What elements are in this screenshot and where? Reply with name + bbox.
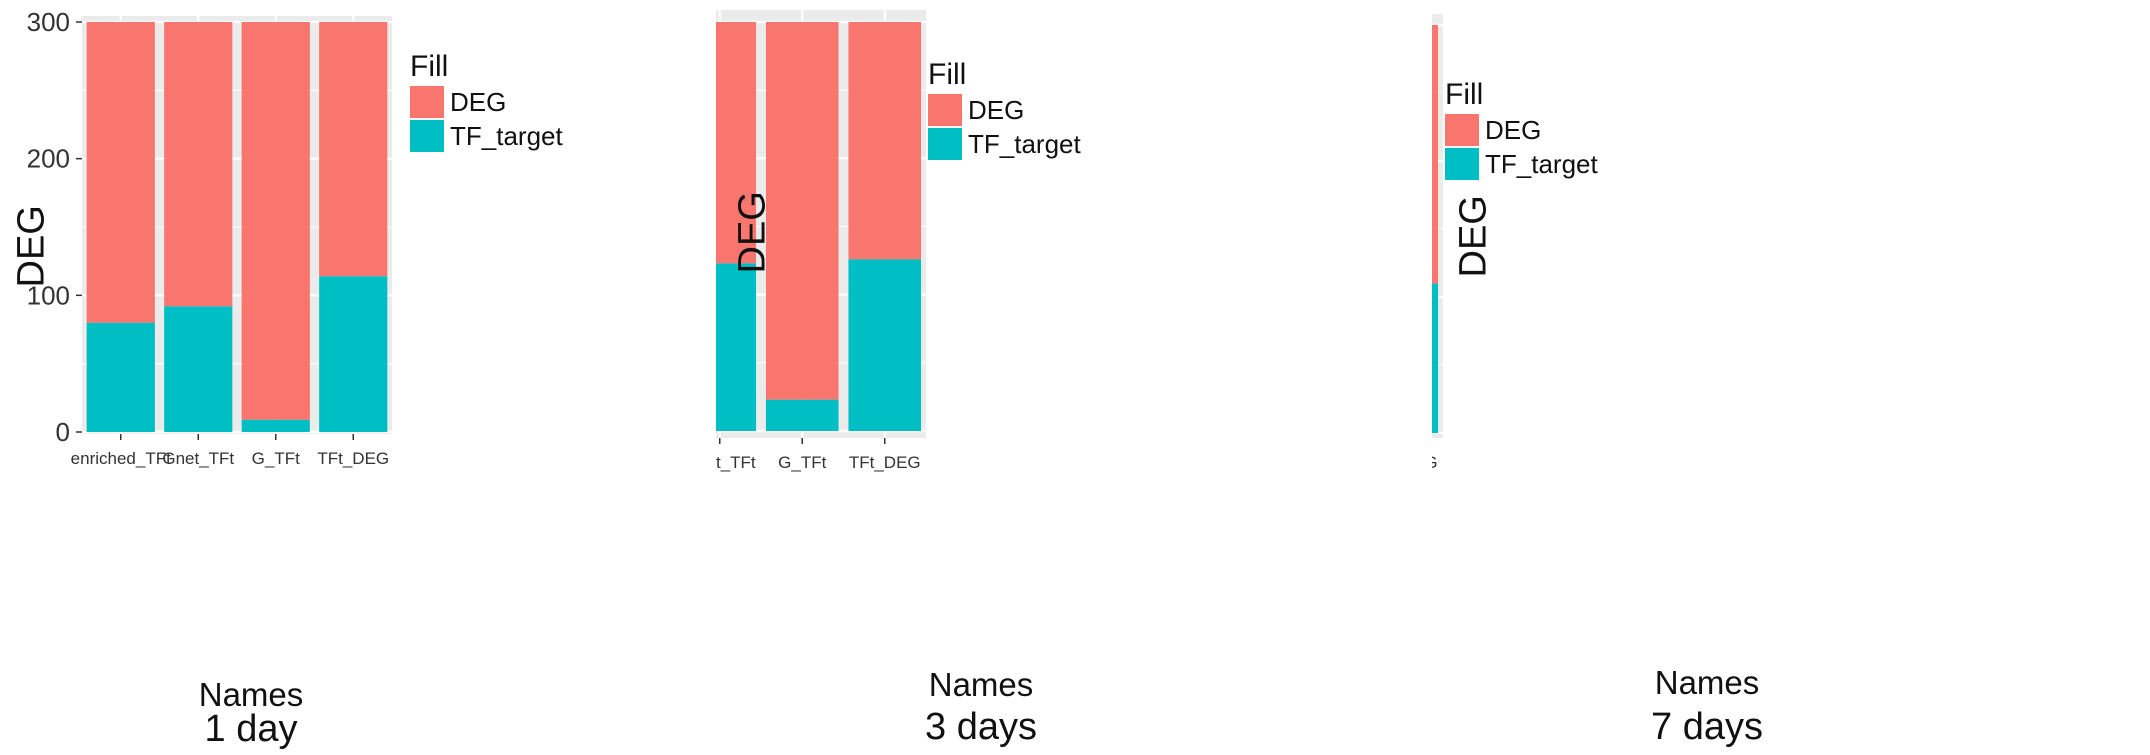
bar-deg: [241, 22, 310, 420]
y-tick-label: 300: [27, 7, 70, 37]
legend-title: Fill: [410, 50, 448, 83]
chart-panel-2: enriched_TFtGnet_TFtG_TFtTFt_DEG01002003…: [716, 0, 1432, 755]
bar-tf-target: [319, 276, 388, 432]
bar-tf-target: [164, 306, 233, 432]
y-tick-label: 0: [56, 417, 70, 447]
chart-svg-3: enriched_TFtGnet_TFtG_TFtTFt_DEG01002003…: [1432, 14, 1598, 472]
legend-swatch-deg: [928, 94, 962, 126]
x-tick-label: TFt_DEG: [849, 453, 921, 472]
bar-deg: [1432, 25, 1439, 284]
legend-label-tf-target: TF_target: [1485, 149, 1598, 179]
bar-tf-target: [765, 399, 839, 431]
y-axis-label-2: DEG: [731, 191, 774, 274]
chart-caption-1: 1 day: [204, 708, 298, 750]
y-axis-label-1: DEG: [10, 205, 53, 288]
legend-swatch-tf-target: [1445, 148, 1479, 180]
legend-swatch-tf-target: [410, 120, 444, 152]
bar-deg: [164, 22, 233, 307]
bar-tf-target: [241, 419, 310, 432]
chart-svg-2: enriched_TFtGnet_TFtG_TFtTFt_DEG01002003…: [716, 10, 1081, 472]
chart-panel-3: enriched_TFtGnet_TFtG_TFtTFt_DEG01002003…: [1432, 0, 2148, 755]
legend-swatch-deg: [410, 86, 444, 118]
x-axis-label-1: Names: [198, 676, 304, 713]
legend-label-tf-target: TF_target: [968, 129, 1081, 159]
bar-deg: [765, 22, 839, 400]
legend-label-tf-target: TF_target: [450, 121, 563, 151]
chart-panel-1: enriched_TFt Gnet_TFt G_TFt TFt_DEG 0 100 200 3…: [0, 0, 716, 755]
x-tick-label: TFt_DEG: [1432, 453, 1438, 472]
legend-label-deg: DEG: [968, 95, 1024, 125]
x-tick-label: G_TFt: [778, 453, 826, 472]
y-axis-label-3: DEG: [1452, 195, 1495, 278]
bar-deg: [86, 22, 155, 323]
x-tick-label: enriched_TFt: [71, 449, 171, 468]
legend-title: Fill: [928, 58, 966, 91]
x-tick-label: TFt_DEG: [317, 449, 389, 468]
legend-title: Fill: [1445, 78, 1483, 111]
bar-deg: [319, 22, 388, 277]
bar-tf-target: [848, 259, 922, 431]
x-tick-label: Gnet_TFt: [716, 453, 756, 472]
bar-deg: [716, 22, 757, 264]
bar-tf-target: [86, 322, 155, 432]
chart-caption-2: 3 days: [925, 706, 1037, 748]
x-tick-label: Gnet_TFt: [162, 449, 234, 468]
x-axis-label-2: Names: [928, 666, 1034, 703]
bar-tf-target: [716, 263, 757, 431]
y-tick-label: 200: [27, 144, 70, 174]
legend-swatch-tf-target: [928, 128, 962, 160]
x-tick-label: G_TFt: [252, 449, 300, 468]
y-tick-label: 100: [27, 280, 70, 310]
x-axis-label-3: Names: [1654, 664, 1760, 701]
legend-label-deg: DEG: [1485, 115, 1541, 145]
legend-swatch-deg: [1445, 114, 1479, 146]
bar-deg: [848, 22, 922, 260]
chart-caption-3: 7 days: [1651, 706, 1763, 748]
bar-tf-target: [1432, 283, 1439, 433]
legend-label-deg: DEG: [450, 87, 506, 117]
